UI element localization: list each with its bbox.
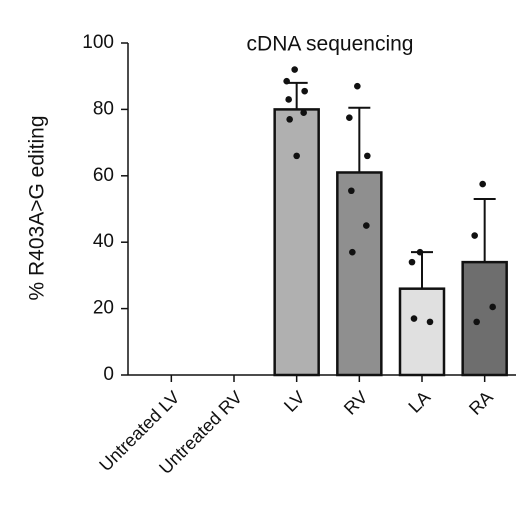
data-point <box>293 152 300 160</box>
y-tick-label: 20 <box>93 298 114 319</box>
bar <box>461 260 508 377</box>
data-point <box>479 180 486 188</box>
data-point <box>363 222 370 229</box>
data-point <box>426 318 434 326</box>
x-tick-label: LV <box>280 387 309 416</box>
data-point <box>301 87 308 95</box>
data-point <box>285 96 292 103</box>
x-tick-label: LA <box>404 387 434 417</box>
y-tick-label: 100 <box>82 32 114 53</box>
chart-title: cDNA sequencing <box>247 33 414 56</box>
data-point <box>354 82 361 90</box>
data-point <box>283 77 290 85</box>
data-point <box>410 315 418 322</box>
x-tick-label: RV <box>340 387 372 419</box>
y-tick-label: 80 <box>93 98 114 119</box>
y-axis-label: % R403A>G editing <box>26 115 49 300</box>
y-tick-label: 0 <box>103 364 114 385</box>
data-point <box>291 66 298 73</box>
data-point <box>473 318 480 326</box>
data-point <box>346 114 353 121</box>
bar <box>336 171 383 377</box>
data-point <box>489 303 496 311</box>
data-point <box>300 109 307 117</box>
x-tick-label: RA <box>465 387 497 419</box>
y-tick-label: 40 <box>93 231 114 252</box>
data-point <box>349 248 356 256</box>
bar <box>273 108 320 377</box>
data-point <box>408 258 416 266</box>
data-point <box>348 187 355 195</box>
data-point <box>416 248 424 256</box>
data-point <box>364 152 371 160</box>
y-tick-label: 60 <box>93 165 114 186</box>
bar <box>398 287 446 377</box>
data-point <box>471 232 478 239</box>
data-point <box>286 116 293 123</box>
